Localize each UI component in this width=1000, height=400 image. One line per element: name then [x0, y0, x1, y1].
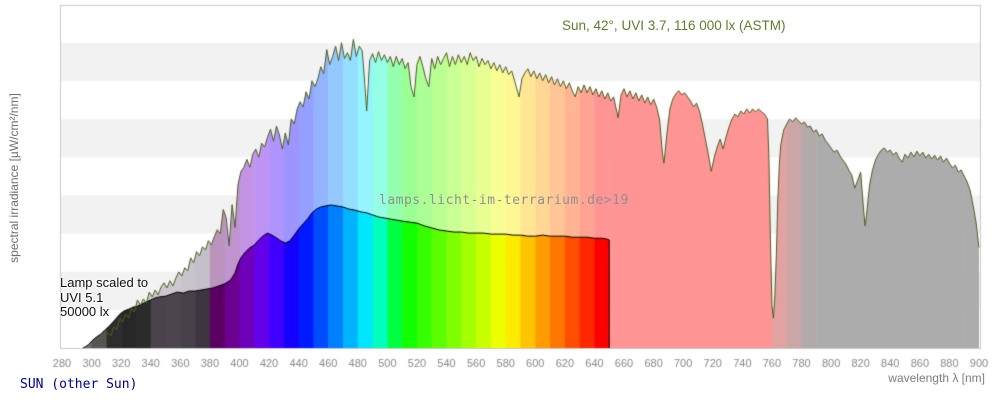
lamp-annotation-line3: 50000 lx: [60, 304, 110, 319]
lamp-selector-link[interactable]: SUN (other Sun): [20, 377, 138, 392]
y-axis-label: spectral irradiance [µW/cm²/nm]: [7, 93, 21, 263]
lamp-annotation-line2: UVI 5.1: [60, 289, 104, 305]
lamp-annotation: Lamp scaled to UVI 5.1 50000 lx: [60, 275, 149, 320]
lamp-annotation-line1: Lamp scaled to: [60, 275, 149, 290]
watermark: lamps.licht-im-terrarium.de>19: [379, 193, 629, 208]
x-axis-label: wavelength λ [nm]: [888, 371, 985, 385]
sun-series-title: Sun, 42°, UVI 3.7, 116 000 lx (ASTM): [562, 18, 786, 33]
